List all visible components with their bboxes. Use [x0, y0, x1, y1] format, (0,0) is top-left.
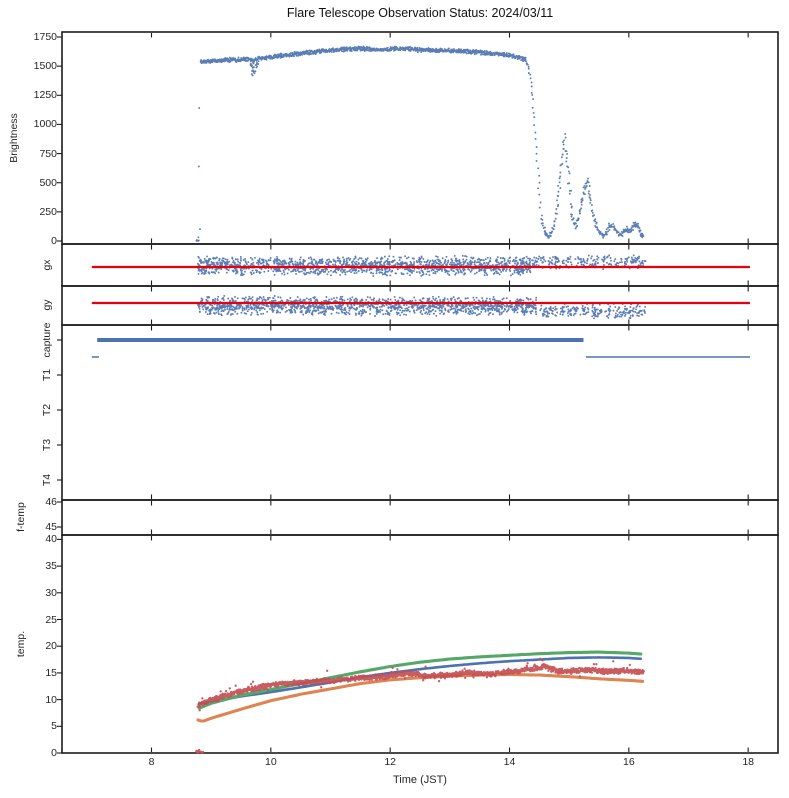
y-tick-label: 5: [51, 720, 57, 733]
y-tick-label: 35: [45, 560, 57, 573]
x-tick-label: 18: [742, 756, 754, 768]
y-tick-label: 1000: [33, 118, 57, 131]
x-axis-label: Time (JST): [393, 774, 447, 786]
y-tick-label: 40: [45, 533, 57, 546]
gy-axis-label: gy: [41, 299, 53, 311]
y-tick-label: 1750: [33, 31, 57, 43]
capture-category-label-T2: T2: [41, 403, 53, 417]
panel-frame-temp: [61, 534, 779, 754]
capture-category-label-capture: capture: [41, 322, 53, 358]
brightness-points: [195, 45, 645, 242]
y-tick-label: 30: [45, 586, 57, 599]
x-tick-label: 12: [384, 756, 396, 768]
temp-model-blue: [197, 656, 643, 706]
y-tick-label: 0: [51, 235, 57, 247]
y-tick-label: 20: [45, 640, 57, 653]
y-tick-label: 250: [39, 205, 57, 218]
panel-frame-f-temp: [61, 499, 779, 536]
plot-title: Flare Telescope Observation Status: 2024…: [286, 6, 554, 20]
y-tick-label: 10: [45, 693, 57, 706]
x-tick-label: 16: [622, 756, 635, 768]
gx-points: [196, 254, 647, 278]
y-tick-label: 45: [45, 521, 57, 533]
panel-frame-brightness: [61, 31, 779, 245]
y-tick-label: 25: [45, 613, 57, 626]
capture-category-label-T3: T3: [41, 438, 53, 452]
x-tick-label: 8: [148, 756, 155, 768]
capture-category-label-T1: T1: [41, 368, 53, 382]
x-tick-label: 14: [503, 756, 516, 768]
capture-category-label-T4: T4: [41, 473, 53, 487]
y-tick-label: 750: [39, 147, 57, 160]
temp-sensor-points: [195, 657, 645, 754]
y-tick-label: 1500: [33, 60, 57, 73]
y-tick-label: 500: [39, 176, 57, 189]
panel-frame-gy: [61, 285, 779, 326]
temp-model-green: [197, 650, 643, 710]
y-tick-label: 0: [51, 747, 57, 759]
gy-points: [196, 294, 647, 320]
gx-axis-label: gx: [41, 259, 53, 271]
y-tick-label: 15: [45, 666, 57, 679]
x-tick-label: 10: [264, 756, 277, 768]
y-tick-label: 1250: [33, 89, 57, 102]
panel-frame-capture: [61, 324, 779, 501]
temp-model-orange: [196, 672, 645, 723]
y-tick-label: 46: [45, 496, 57, 508]
